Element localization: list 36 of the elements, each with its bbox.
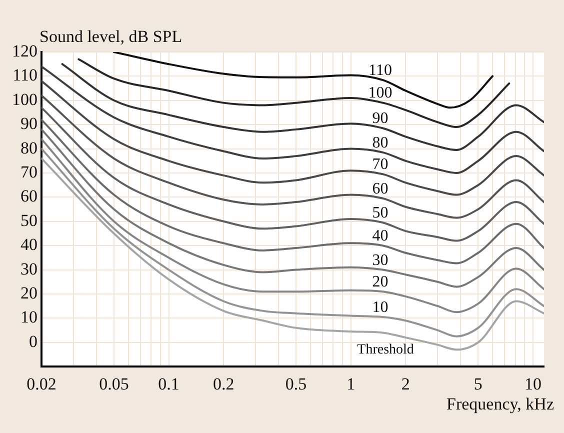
series-label: 100 (368, 84, 392, 102)
x-tick-label: 10 (524, 374, 542, 394)
series-label: 20 (372, 274, 388, 291)
x-tick-label: 0.1 (158, 374, 180, 394)
y-tick-label: 10 (20, 308, 38, 327)
y-tick-label: 60 (20, 186, 38, 206)
y-axis-title: Sound level, dB SPL (40, 26, 182, 46)
series-label: 30 (372, 252, 388, 269)
series-label: 80 (372, 134, 388, 152)
series-label: 50 (372, 204, 388, 222)
x-tick-label: 1 (346, 374, 356, 394)
series-label: 90 (372, 110, 388, 128)
y-tick-label: 30 (20, 259, 38, 278)
x-axis-title: Frequency, kHz (446, 394, 554, 414)
y-tick-label: 40 (20, 235, 38, 254)
x-tick-label: 5 (474, 374, 482, 394)
y-tick-label: 100 (12, 90, 38, 109)
y-tick-label: 120 (12, 41, 38, 60)
series-label: 110 (368, 62, 392, 79)
y-tick-label: 110 (12, 66, 38, 85)
y-tick-label: 0 (29, 332, 38, 351)
series-label: 10 (372, 299, 388, 316)
x-tick-label: 0.5 (285, 374, 307, 394)
y-tick-label: 80 (20, 138, 38, 158)
series-label: 60 (372, 180, 388, 198)
y-tick-label: 70 (20, 162, 38, 182)
y-tick-label: 20 (20, 283, 38, 302)
series-label: Threshold (357, 342, 414, 358)
series-label: 70 (372, 156, 388, 174)
x-tick-label: 0.05 (99, 374, 129, 394)
x-tick-label: 0.2 (212, 374, 234, 394)
series-label: 40 (372, 228, 388, 245)
y-tick-label: 90 (20, 114, 38, 134)
y-tick-label: 50 (20, 210, 38, 230)
x-tick-label: 2 (401, 374, 410, 394)
x-tick-label: 0.02 (26, 374, 56, 394)
